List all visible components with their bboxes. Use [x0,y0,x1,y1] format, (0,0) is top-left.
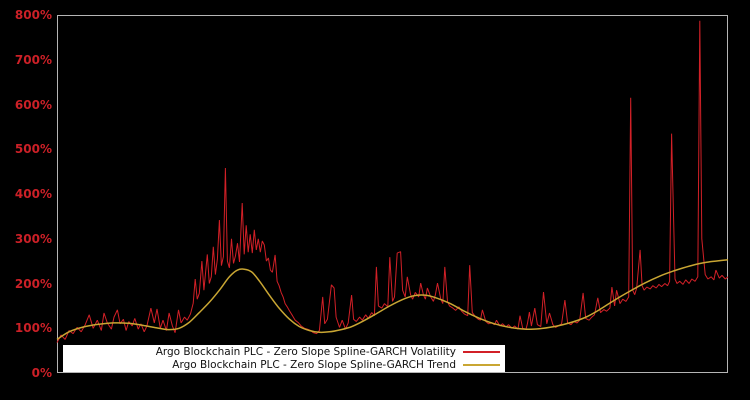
y-tick-label-500: 500% [14,142,52,157]
legend-line-sample-trend [463,364,500,366]
legend-label-trend: Argo Blockchain PLC - Zero Slope Spline-… [172,358,456,371]
y-tick-label-700: 700% [14,52,52,67]
trend-series-line [56,259,729,341]
volatility-series-line [56,20,729,343]
legend-row-volatility: Argo Blockchain PLC - Zero Slope Spline-… [68,346,500,359]
y-tick-label-0: 0% [31,366,52,380]
y-tick-label-300: 300% [14,231,52,246]
legend-row-trend: Argo Blockchain PLC - Zero Slope Spline-… [68,359,500,372]
y-tick-label-400: 400% [14,187,52,201]
y-tick-label-200: 200% [14,276,52,291]
chart-legend: Argo Blockchain PLC - Zero Slope Spline-… [63,345,505,372]
legend-line-sample-volatility [463,351,500,353]
y-tick-label-100: 100% [14,321,52,336]
plot-border [57,15,728,373]
y-tick-label-600: 600% [14,97,52,112]
legend-label-volatility: Argo Blockchain PLC - Zero Slope Spline-… [155,345,456,358]
y-tick-label-800: 800% [14,8,52,22]
